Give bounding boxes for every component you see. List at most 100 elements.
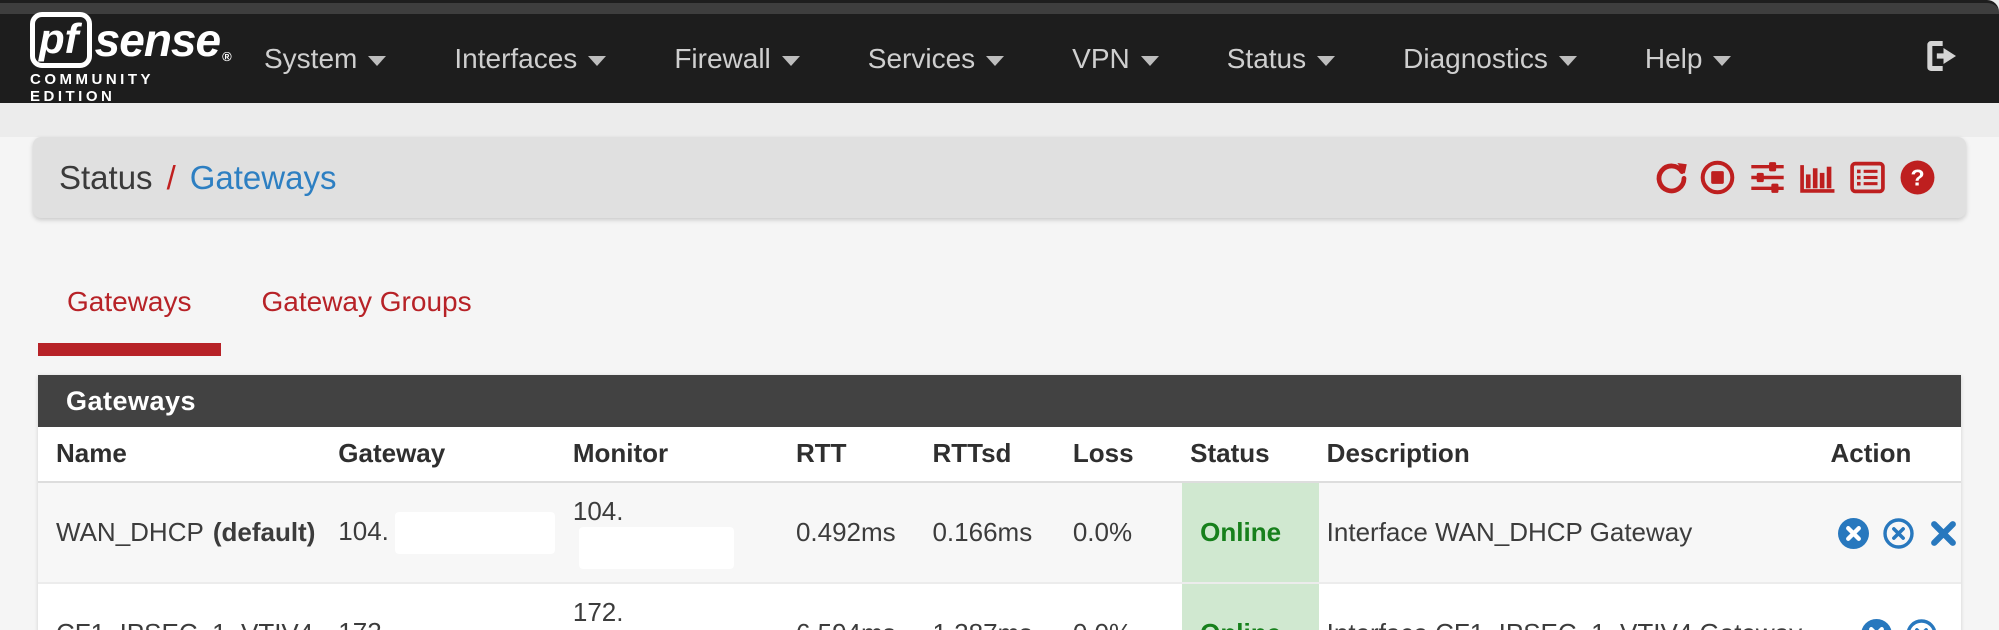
- gateway-address: 104.: [338, 515, 389, 546]
- pf-logo-box: pf: [30, 12, 92, 68]
- redaction-box: [578, 628, 734, 630]
- chevron-down-icon: [1713, 55, 1732, 66]
- monitor-address-cell: 172.: [564, 582, 788, 630]
- column-header-status: Status: [1182, 427, 1319, 483]
- registered-mark: ®: [222, 49, 232, 64]
- nav-item-vpn[interactable]: VPN: [1038, 14, 1193, 103]
- gateway-name-cell: WAN_DHCP (default): [38, 482, 331, 583]
- gateways-table: Name Gateway Monitor RTT RTTsd Loss Stat…: [38, 427, 1961, 630]
- redaction-box: [394, 511, 555, 554]
- nav-item-diagnostics[interactable]: Diagnostics: [1369, 14, 1611, 103]
- list-icon[interactable]: [1849, 159, 1886, 196]
- redaction-box: [394, 612, 555, 630]
- breadcrumb-page-link[interactable]: Gateways: [189, 158, 337, 196]
- table-header-row: Name Gateway Monitor RTT RTTsd Loss Stat…: [38, 427, 1961, 483]
- circle-x-solid-icon[interactable]: [1861, 618, 1892, 630]
- redaction-box: [578, 527, 734, 569]
- sign-out-button[interactable]: [1921, 36, 1961, 81]
- chevron-down-icon: [1558, 55, 1577, 66]
- nav-item-help[interactable]: Help: [1611, 14, 1766, 103]
- status-badge: Online: [1182, 482, 1319, 583]
- help-icon[interactable]: ?: [1899, 159, 1936, 196]
- panel-title: Gateways: [38, 375, 1961, 427]
- circle-x-outline-icon[interactable]: [1906, 619, 1937, 630]
- page-content: Status / Gateways: [0, 137, 1999, 630]
- default-tag: (default): [212, 517, 316, 547]
- column-header-monitor: Monitor: [564, 427, 788, 483]
- breadcrumb-section: Status: [59, 158, 153, 196]
- action-cell: [1822, 582, 1961, 630]
- nav-menu: System Interfaces Firewall Services VPN …: [230, 14, 1765, 103]
- gateway-address-cell: 172.: [330, 582, 565, 630]
- gateway-address: 172.: [338, 616, 389, 630]
- column-header-loss: Loss: [1064, 427, 1183, 483]
- rttsd-cell: 0.166ms: [924, 482, 1065, 583]
- monitor-address-cell: 104.: [564, 482, 788, 583]
- x-icon[interactable]: [1928, 518, 1959, 549]
- column-header-gateway: Gateway: [330, 427, 565, 483]
- column-header-name: Name: [38, 427, 331, 483]
- nav-item-firewall[interactable]: Firewall: [640, 14, 833, 103]
- description-cell: Interface CF1_IPSEC_1_VTIV4 Gateway: [1318, 582, 1823, 630]
- chevron-down-icon: [1140, 55, 1159, 66]
- chevron-down-icon: [588, 55, 607, 66]
- nav-item-status[interactable]: Status: [1193, 14, 1369, 103]
- column-header-rttsd: RTTsd: [924, 427, 1065, 483]
- monitor-address: 104.: [572, 496, 624, 526]
- tab-gateway-groups[interactable]: Gateway Groups: [261, 286, 472, 317]
- nav-item-label: Diagnostics: [1403, 42, 1548, 74]
- column-header-action: Action: [1822, 427, 1961, 483]
- rtt-cell: 6.594ms: [787, 582, 925, 630]
- nav-item-label: Firewall: [674, 42, 771, 74]
- bar-chart-icon[interactable]: [1799, 159, 1836, 196]
- table-row: WAN_DHCP (default) 104. 104. 0.492ms 0.16…: [38, 482, 1961, 583]
- nav-item-label: Status: [1226, 42, 1307, 74]
- gateway-name-cell: CF1_IPSEC_1_VTIV4: [38, 582, 331, 630]
- gateways-panel: Gateways Name Gateway Monitor RTT RTTsd …: [38, 375, 1961, 630]
- tab-bar: Gateways Gateway Groups: [38, 286, 1999, 356]
- chevron-down-icon: [986, 55, 1005, 66]
- sliders-icon[interactable]: [1749, 159, 1786, 196]
- gateway-name: WAN_DHCP: [56, 517, 204, 547]
- svg-text:?: ?: [1910, 165, 1924, 191]
- nav-item-services[interactable]: Services: [834, 14, 1038, 103]
- pfsense-logo-text: pf sense ®: [30, 12, 232, 68]
- nav-item-interfaces[interactable]: Interfaces: [420, 14, 640, 103]
- rtt-cell: 0.492ms: [787, 482, 925, 583]
- status-badge: Online: [1182, 582, 1319, 630]
- rttsd-cell: 1.287ms: [924, 582, 1065, 630]
- stop-icon[interactable]: [1699, 159, 1736, 196]
- page-action-icons: ?: [1653, 159, 1936, 196]
- nav-item-label: System: [264, 42, 358, 74]
- tab-gateways[interactable]: Gateways: [38, 286, 221, 356]
- circle-x-solid-icon[interactable]: [1837, 517, 1869, 549]
- window-top-strip: [0, 0, 1999, 14]
- breadcrumb-bar: Status / Gateways: [33, 137, 1966, 218]
- chevron-down-icon: [781, 55, 800, 66]
- loss-cell: 0.0%: [1064, 582, 1183, 630]
- nav-item-label: VPN: [1072, 42, 1130, 74]
- chevron-down-icon: [1317, 55, 1336, 66]
- breadcrumb-separator: /: [166, 158, 176, 196]
- pfsense-logo[interactable]: pf sense ® COMMUNITY EDITION: [30, 12, 232, 105]
- nav-item-label: Services: [867, 42, 976, 74]
- table-row: CF1_IPSEC_1_VTIV4 172. 172. 6.594ms 1.28…: [38, 582, 1961, 630]
- circle-x-outline-icon[interactable]: [1883, 518, 1914, 549]
- breadcrumb: Status / Gateways: [59, 159, 336, 197]
- description-cell: Interface WAN_DHCP Gateway: [1318, 482, 1823, 583]
- sign-out-icon: [1921, 36, 1961, 81]
- gateway-address-cell: 104.: [330, 482, 565, 583]
- navbar: pf sense ® COMMUNITY EDITION System Interf…: [0, 12, 1999, 105]
- nav-item-label: Interfaces: [454, 42, 578, 74]
- sense-logo-text: sense: [94, 14, 221, 66]
- refresh-icon[interactable]: [1653, 159, 1690, 196]
- community-edition-label: COMMUNITY EDITION: [30, 71, 154, 105]
- monitor-address: 172.: [572, 597, 624, 627]
- column-header-description: Description: [1318, 427, 1823, 483]
- column-header-rtt: RTT: [787, 427, 925, 483]
- chevron-down-icon: [368, 55, 387, 66]
- nav-item-system[interactable]: System: [230, 14, 420, 103]
- loss-cell: 0.0%: [1064, 482, 1183, 583]
- action-cell: [1822, 482, 1961, 583]
- nav-item-label: Help: [1644, 42, 1703, 74]
